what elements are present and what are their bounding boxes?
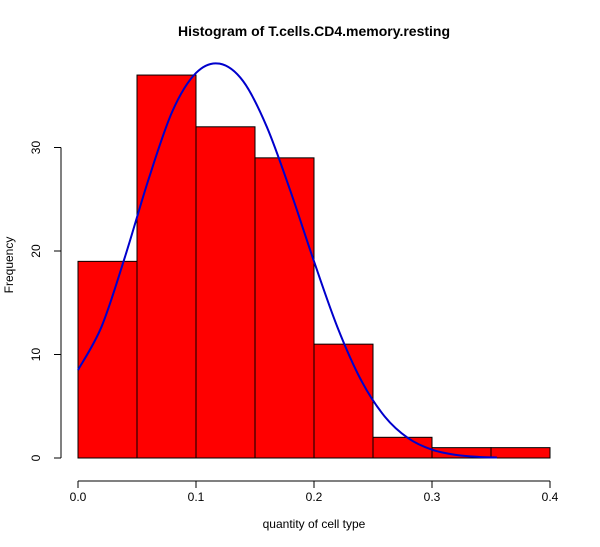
x-tick-label-2: 0.2 [306,490,323,504]
histogram-bar-4 [313,343,374,459]
density-curve [77,62,497,459]
chart-title: Histogram of T.cells.CD4.memory.resting [178,23,450,39]
histogram-bar-3 [254,157,315,459]
y-tick-label-1: 10 [29,348,43,362]
density-curve-group [77,62,497,459]
histogram-bar-2 [195,126,256,459]
x-tick-label-4: 0.4 [542,490,559,504]
histogram-bar-0 [77,260,138,459]
y-axis-label: Frequency [2,237,16,294]
y-tick-label-0: 0 [29,454,43,461]
bars-group [77,74,551,459]
x-axis-label: quantity of cell type [263,517,366,531]
histogram-bar-7 [490,447,551,459]
x-axis: 0.0 0.1 0.2 0.3 0.4 [70,480,559,504]
x-tick-label-0: 0.0 [70,490,87,504]
y-tick-label-3: 30 [29,141,43,155]
histogram-bar-5 [372,436,433,459]
x-tick-label-1: 0.1 [188,490,205,504]
y-tick-label-2: 20 [29,244,43,258]
histogram-bar-1 [136,74,197,459]
y-axis: 0 10 20 30 [29,141,62,461]
x-tick-label-3: 0.3 [424,490,441,504]
